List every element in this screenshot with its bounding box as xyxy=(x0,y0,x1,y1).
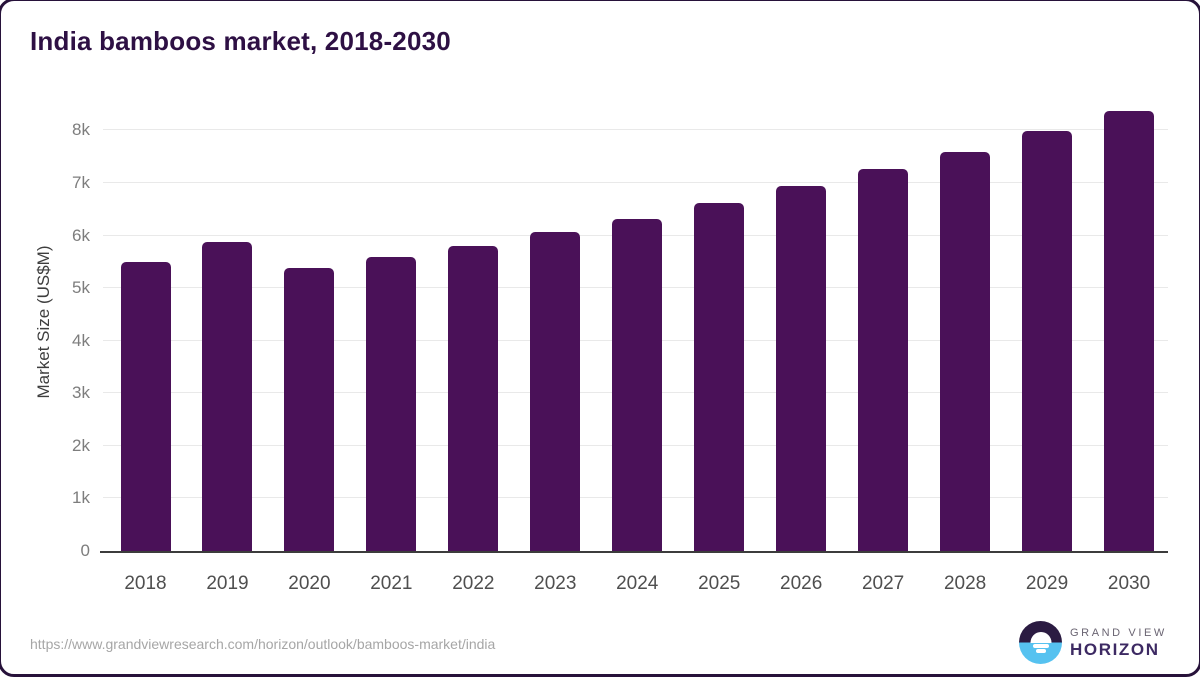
x-tick-label-2020: 2020 xyxy=(288,573,331,594)
bar-2030 xyxy=(1104,111,1155,551)
x-tick-label-2029: 2029 xyxy=(1025,573,1069,594)
bar-2025 xyxy=(694,203,745,551)
x-tick-label-2023: 2023 xyxy=(534,573,577,594)
x-tick-label-2027: 2027 xyxy=(861,573,905,594)
bar-2022 xyxy=(448,245,499,551)
y-tick-label-3k: 3k xyxy=(72,383,90,403)
y-tick-label-5k: 5k xyxy=(72,278,90,298)
bar-2024 xyxy=(612,218,663,551)
x-tick-label-2025: 2025 xyxy=(698,573,741,594)
bar-2028 xyxy=(940,151,991,551)
y-tick-label-1k: 1k xyxy=(72,488,90,508)
x-tick-label-2026: 2026 xyxy=(780,573,823,594)
y-tick-label-2k: 2k xyxy=(72,435,90,455)
grand-view-horizon-logo: GRAND VIEW HORIZON xyxy=(1019,621,1167,664)
horizon-sun-icon xyxy=(1019,621,1062,664)
x-tick-label-2022: 2022 xyxy=(452,573,495,594)
x-tick-label-2024: 2024 xyxy=(616,573,659,594)
gridline-7k xyxy=(103,182,1168,184)
y-tick-label-6k: 6k xyxy=(72,225,90,245)
gridline-8k xyxy=(103,129,1168,131)
x-tick-label-2019: 2019 xyxy=(206,573,249,594)
y-tick-label-0: 0 xyxy=(80,541,90,560)
x-tick-label-2021: 2021 xyxy=(370,573,413,594)
bar-2018 xyxy=(120,261,171,551)
bar-2019 xyxy=(202,242,253,551)
logo-brand-line2: HORIZON xyxy=(1070,639,1160,659)
y-tick-label-4k: 4k xyxy=(72,330,90,350)
chart-title: India bamboos market, 2018-2030 xyxy=(30,26,451,56)
logo-text: GRAND VIEW HORIZON xyxy=(1070,627,1167,659)
y-tick-label-8k: 8k xyxy=(72,120,90,140)
logo-brand-line1: GRAND VIEW xyxy=(1070,626,1167,639)
bar-2027 xyxy=(858,169,909,551)
y-tick-label-7k: 7k xyxy=(72,173,90,193)
y-axis-title: Market Size (US$M) xyxy=(34,245,53,399)
bar-2020 xyxy=(284,267,335,551)
bar-2023 xyxy=(530,232,581,551)
bar-2021 xyxy=(366,257,417,551)
x-tick-label-2018: 2018 xyxy=(124,573,167,594)
source-url-text: https://www.grandviewresearch.com/horizo… xyxy=(30,636,496,652)
bar-2026 xyxy=(776,186,827,551)
bar-2029 xyxy=(1022,131,1073,551)
bar-chart-plot-area: 0 1k 2k 3k 4k 5k 6k 7k 8k 2018 2019 2020 2021 2022 202… xyxy=(72,95,1168,594)
x-tick-label-2030: 2030 xyxy=(1107,573,1151,594)
x-tick-label-2028: 2028 xyxy=(943,573,987,594)
